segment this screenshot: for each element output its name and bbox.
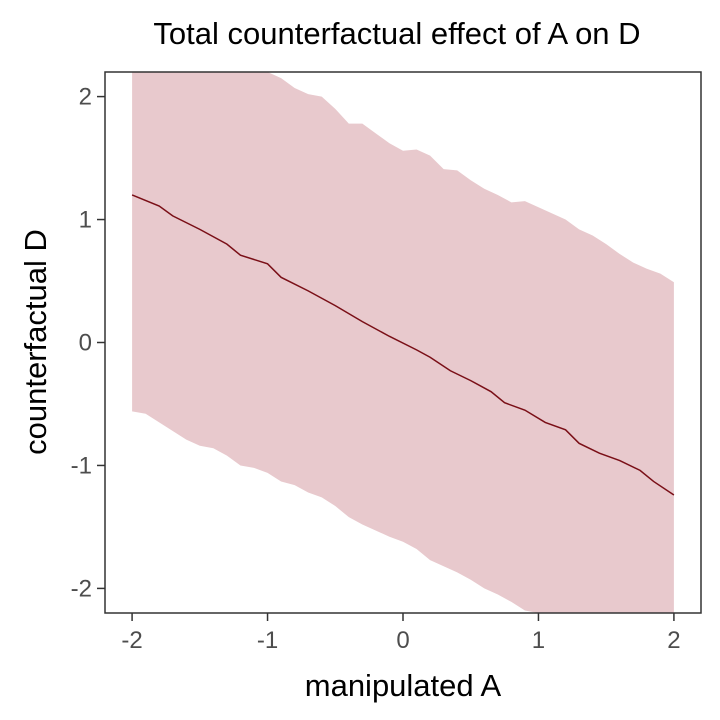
- x-tick-label: -2: [121, 627, 142, 654]
- x-tick-label: -1: [257, 627, 278, 654]
- y-tick-label: 1: [79, 207, 92, 234]
- y-axis: -2 -1 0 1 2: [71, 84, 105, 602]
- y-tick-label: 2: [79, 84, 92, 111]
- interval-band: [132, 72, 674, 613]
- x-axis: -2 -1 0 1 2: [121, 613, 681, 654]
- y-tick-label: -2: [71, 575, 92, 602]
- x-axis-title: manipulated A: [305, 668, 502, 703]
- mean-line: [131, 194, 675, 496]
- y-axis-title: counterfactual D: [18, 229, 53, 455]
- x-tick-label: 2: [667, 627, 680, 654]
- y-tick-label: 0: [79, 330, 92, 357]
- x-tick-label: 0: [396, 627, 409, 654]
- chart-title: Total counterfactual effect of A on D: [153, 16, 640, 51]
- y-tick-label: -1: [71, 452, 92, 479]
- plot-panel: [131, 72, 675, 613]
- x-tick-label: 1: [532, 627, 545, 654]
